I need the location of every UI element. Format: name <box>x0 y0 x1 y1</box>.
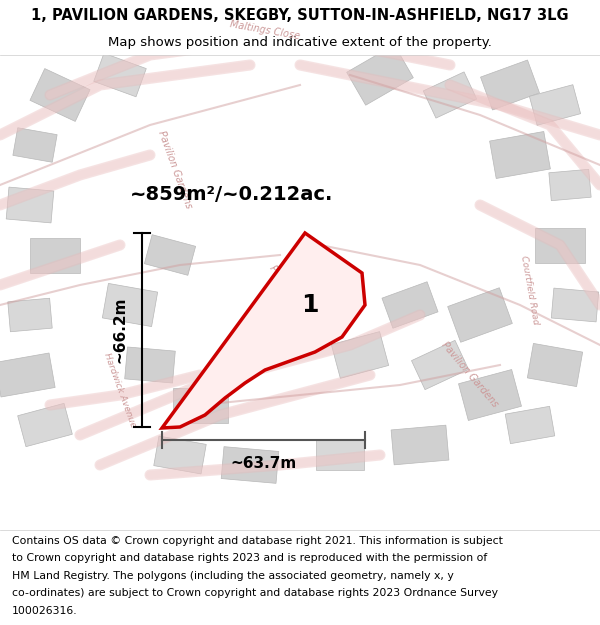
Text: 1, PAVILION GARDENS, SKEGBY, SUTTON-IN-ASHFIELD, NG17 3LG: 1, PAVILION GARDENS, SKEGBY, SUTTON-IN-A… <box>31 8 569 23</box>
Polygon shape <box>162 233 365 428</box>
Bar <box>535 228 585 262</box>
Text: Pavilion Gardens: Pavilion Gardens <box>440 341 500 409</box>
Bar <box>316 440 364 470</box>
Text: 1: 1 <box>301 293 319 317</box>
Text: ~63.7m: ~63.7m <box>230 456 296 471</box>
Bar <box>94 53 146 97</box>
Text: 100026316.: 100026316. <box>12 606 77 616</box>
Bar <box>490 131 550 179</box>
Bar <box>481 60 539 110</box>
Text: Maltings Close: Maltings Close <box>229 19 301 41</box>
Bar <box>423 72 477 118</box>
Bar <box>13 127 57 162</box>
Bar <box>529 85 581 125</box>
Bar <box>103 283 158 327</box>
Bar <box>17 403 73 447</box>
Text: Map shows position and indicative extent of the property.: Map shows position and indicative extent… <box>108 36 492 49</box>
Text: Courtfield Road: Courtfield Road <box>520 255 541 325</box>
Bar <box>551 288 599 322</box>
Bar <box>0 353 55 397</box>
Bar <box>265 306 315 344</box>
Text: ~859m²/~0.212ac.: ~859m²/~0.212ac. <box>130 185 334 204</box>
Text: Hardwick Avenue: Hardwick Avenue <box>103 351 137 429</box>
Text: HM Land Registry. The polygons (including the associated geometry, namely x, y: HM Land Registry. The polygons (includin… <box>12 571 454 581</box>
Bar <box>382 282 438 328</box>
Text: Pavilion Gardens: Pavilion Gardens <box>268 264 323 336</box>
Bar <box>154 436 206 474</box>
Bar <box>173 388 227 422</box>
Bar <box>527 343 583 387</box>
Bar <box>30 69 90 121</box>
Bar <box>458 369 521 421</box>
Bar <box>549 169 591 201</box>
Bar <box>448 288 512 342</box>
Bar <box>505 406 555 444</box>
Bar <box>331 332 389 378</box>
Bar <box>412 341 469 389</box>
Bar <box>347 45 413 105</box>
Bar <box>391 425 449 465</box>
Text: to Crown copyright and database rights 2023 and is reproduced with the permissio: to Crown copyright and database rights 2… <box>12 553 487 563</box>
Bar <box>8 298 52 332</box>
Bar <box>30 238 80 272</box>
Text: co-ordinates) are subject to Crown copyright and database rights 2023 Ordnance S: co-ordinates) are subject to Crown copyr… <box>12 588 498 598</box>
Bar <box>6 187 54 223</box>
Text: Contains OS data © Crown copyright and database right 2021. This information is : Contains OS data © Crown copyright and d… <box>12 536 503 546</box>
Bar <box>221 447 279 483</box>
Text: ~66.2m: ~66.2m <box>112 297 127 363</box>
Text: Pavilion Gardens: Pavilion Gardens <box>156 130 194 210</box>
Bar <box>145 235 196 275</box>
Bar <box>125 347 175 383</box>
